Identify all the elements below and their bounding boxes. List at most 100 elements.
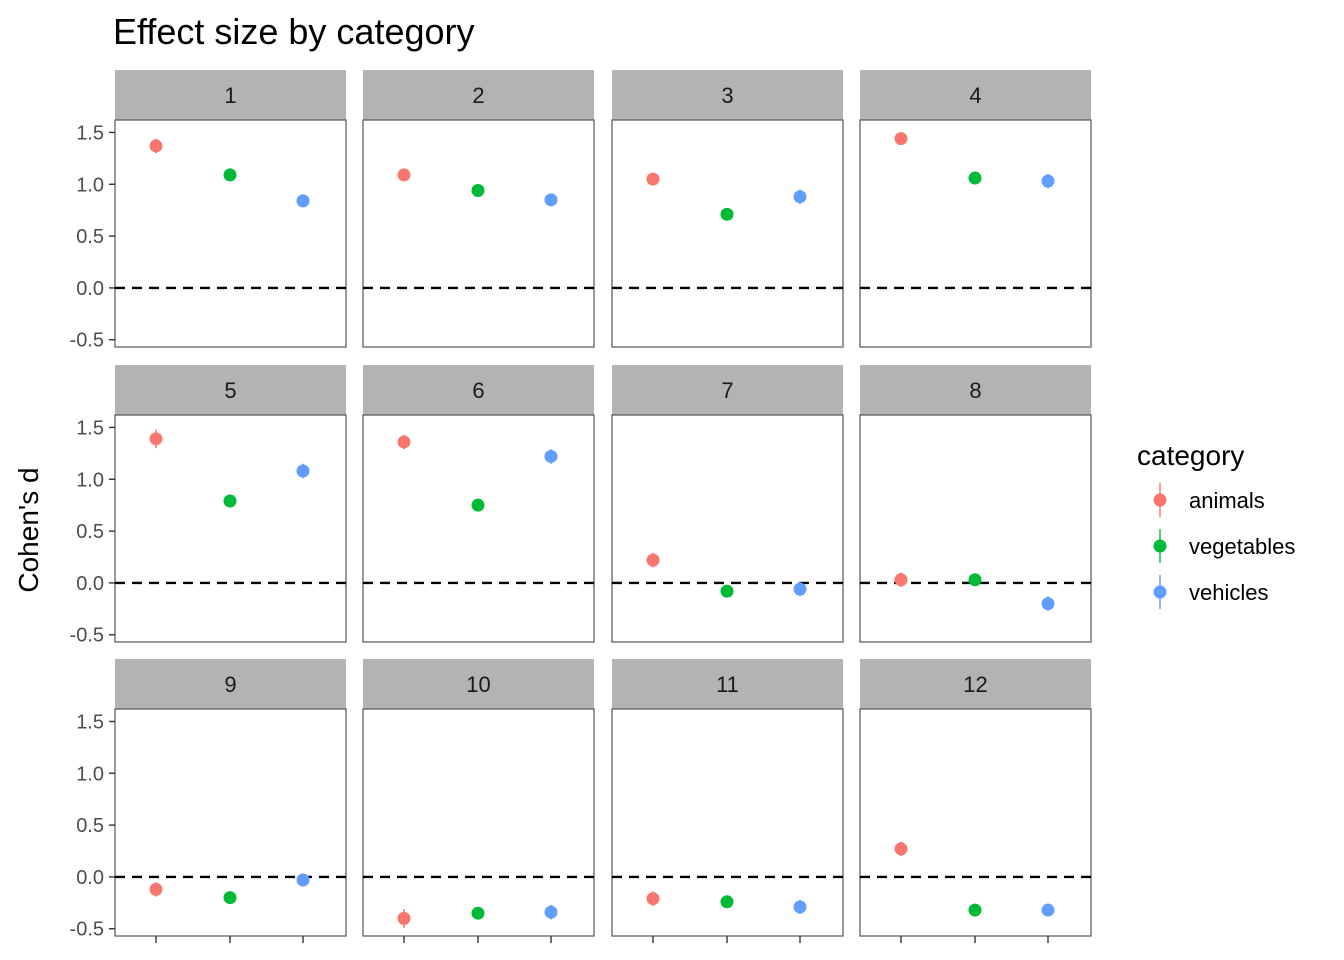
facet-panel-7: 7 <box>611 365 844 643</box>
facet-strip <box>115 659 346 709</box>
y-tick-label: 1.5 <box>76 122 104 144</box>
point-vegetables <box>720 895 734 909</box>
facet-strip <box>363 70 594 120</box>
point-vehicles <box>296 194 310 208</box>
facet-panel-11: 11 <box>611 659 844 943</box>
point-vegetables <box>471 906 485 920</box>
y-tick-label: 1.0 <box>76 763 104 785</box>
facet-strip <box>363 365 594 415</box>
point-vehicles <box>296 873 310 887</box>
panel-background <box>114 414 347 643</box>
legend-key-point <box>1153 493 1167 507</box>
facet-strip-label: 10 <box>466 672 490 697</box>
point-vehicles <box>1041 903 1055 917</box>
facet-strip-label: 8 <box>969 378 981 403</box>
legend-entry-vegetables: vegetables <box>1153 529 1295 563</box>
legend-key-point <box>1153 585 1167 599</box>
facet-strip-label: 2 <box>472 83 484 108</box>
facet-strip <box>860 365 1091 415</box>
facet-strip <box>612 70 843 120</box>
y-tick-label: 1.0 <box>76 174 104 196</box>
y-tick-label: -0.5 <box>70 919 104 941</box>
y-tick-label: -0.5 <box>70 625 104 647</box>
chart-title: Effect size by category <box>113 11 475 52</box>
point-vehicles <box>1041 597 1055 611</box>
point-vegetables <box>968 903 982 917</box>
facet-strip-label: 6 <box>472 378 484 403</box>
point-vegetables <box>223 168 237 182</box>
facet-strip <box>860 659 1091 709</box>
y-tick-label: 0.5 <box>76 815 104 837</box>
point-animals <box>894 132 908 146</box>
facet-strip-label: 5 <box>224 378 236 403</box>
y-tick-label: 0.0 <box>76 278 104 300</box>
panel-background <box>611 119 844 348</box>
point-animals <box>646 172 660 186</box>
facet-panel-3: 3 <box>611 70 844 348</box>
legend-title: category <box>1137 440 1244 471</box>
y-tick-label: 1.5 <box>76 711 104 733</box>
point-animals <box>646 892 660 906</box>
facet-panel-1: 1 -0.5 0.0 0.5 1.0 1.5 <box>70 70 347 352</box>
panel-background <box>859 414 1092 643</box>
legend-entry-animals: animals <box>1153 483 1265 517</box>
point-vegetables <box>720 207 734 221</box>
facet-strip <box>363 659 594 709</box>
point-vegetables <box>223 494 237 508</box>
point-vehicles <box>544 193 558 207</box>
facet-panel-9: 9 -0.5 0.0 0.5 1.0 1.5 <box>70 659 347 943</box>
facet-panel-10: 10 <box>362 659 595 943</box>
point-vehicles <box>1041 174 1055 188</box>
point-animals <box>149 139 163 153</box>
point-vegetables <box>471 183 485 197</box>
y-axis-title: Cohen's d <box>13 467 44 592</box>
point-animals <box>149 882 163 896</box>
point-animals <box>894 842 908 856</box>
facet-strip <box>612 365 843 415</box>
panel-background <box>611 414 844 643</box>
point-vehicles <box>296 464 310 478</box>
legend-key-point <box>1153 539 1167 553</box>
point-animals <box>646 553 660 567</box>
facet-panel-2: 2 <box>362 70 595 348</box>
panel-background <box>362 708 595 937</box>
panel-background <box>859 708 1092 937</box>
legend: category animals vegetables vehicles <box>1137 440 1295 609</box>
point-vehicles <box>793 582 807 596</box>
point-vegetables <box>968 573 982 587</box>
y-tick-label: 0.5 <box>76 226 104 248</box>
point-vehicles <box>544 449 558 463</box>
y-tick-label: -0.5 <box>70 330 104 352</box>
y-tick-label: 0.0 <box>76 573 104 595</box>
point-animals <box>149 432 163 446</box>
panel-background <box>362 119 595 348</box>
panel-background <box>362 414 595 643</box>
point-animals <box>397 911 411 925</box>
facet-strip-label: 4 <box>969 83 981 108</box>
facet-strip-label: 7 <box>721 378 733 403</box>
facet-strip <box>612 659 843 709</box>
y-tick-label: 0.0 <box>76 867 104 889</box>
point-vehicles <box>793 190 807 204</box>
facet-strip-label: 12 <box>963 672 987 697</box>
facet-panel-4: 4 <box>859 70 1092 348</box>
panel-background <box>859 119 1092 348</box>
facet-panel-6: 6 <box>362 365 595 643</box>
facet-strip-label: 3 <box>721 83 733 108</box>
y-tick-label: 1.5 <box>76 417 104 439</box>
point-animals <box>397 435 411 449</box>
facet-strip-label: 11 <box>716 672 739 697</box>
point-vehicles <box>793 900 807 914</box>
legend-label: vegetables <box>1189 534 1295 559</box>
facet-strip <box>860 70 1091 120</box>
facet-strip <box>115 70 346 120</box>
facet-panels: 1 -0.5 0.0 0.5 1.0 1.5 2 3 4 5 -0.5 0.0 0.5 1.0 1.5 6 7 8… <box>70 70 1092 943</box>
point-vehicles <box>544 905 558 919</box>
facet-strip-label: 1 <box>224 83 236 108</box>
facet-panel-12: 12 <box>859 659 1092 943</box>
facet-strip <box>115 365 346 415</box>
point-animals <box>894 573 908 587</box>
facet-panel-5: 5 -0.5 0.0 0.5 1.0 1.5 <box>70 365 347 647</box>
legend-label: animals <box>1189 488 1265 513</box>
point-vegetables <box>223 891 237 905</box>
